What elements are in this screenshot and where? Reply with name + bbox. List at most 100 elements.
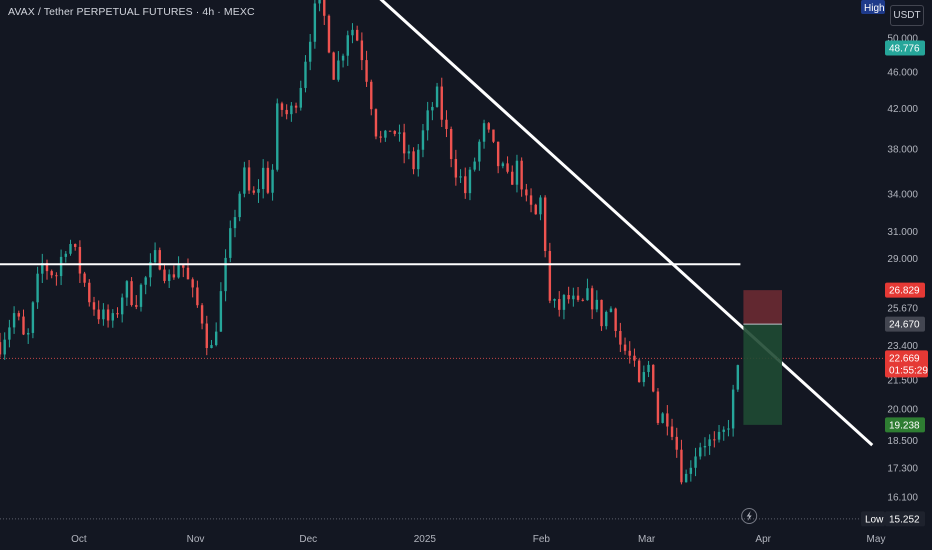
candle-body — [116, 313, 119, 315]
candle-body — [628, 350, 631, 356]
candle-body — [614, 308, 617, 331]
candle-body — [196, 287, 199, 306]
target-price-badge: 19.238 — [885, 417, 925, 433]
candle-body — [238, 193, 241, 218]
candle-body — [3, 339, 6, 355]
candle-body — [106, 309, 110, 321]
candle-body — [50, 271, 53, 276]
time-tick-label: Feb — [533, 534, 551, 545]
price-axis[interactable]: 50.000 46.000 42.000 38.000 34.000 31.000 29.0… — [887, 34, 918, 504]
candle-body — [186, 267, 190, 280]
target-price-badge-value: 19.238 — [889, 420, 920, 431]
candle-body — [605, 311, 608, 327]
candle-body — [548, 251, 552, 301]
candle-body — [45, 263, 49, 272]
time-tick-label: Apr — [755, 534, 771, 545]
price-tick-label: 20.000 — [887, 405, 918, 416]
candle-body — [8, 327, 11, 340]
candle-body — [139, 284, 143, 307]
stop-price-badge: 26.829 — [885, 282, 925, 298]
price-tick-label: 46.000 — [887, 67, 918, 78]
candle-body — [130, 281, 133, 306]
time-tick-label: 2025 — [414, 534, 437, 545]
candle-body — [699, 447, 702, 457]
candle-body — [398, 132, 401, 134]
candle-body — [0, 342, 2, 355]
candle-body — [205, 323, 208, 349]
candle-body — [327, 15, 331, 53]
candle-body — [257, 189, 260, 193]
candle-body — [529, 195, 533, 205]
candle-body — [59, 256, 63, 277]
lightning-icon[interactable] — [741, 508, 758, 524]
symbol-title[interactable]: AVAX / Tether PERPETUAL FUTURES · 4h · M… — [8, 6, 255, 18]
low-marker: Low — [861, 511, 885, 527]
candle-body — [332, 52, 335, 80]
low-price-badge-bg — [885, 511, 925, 527]
price-tick-label: 21.500 — [887, 375, 918, 386]
unit-button[interactable]: USDT — [890, 5, 924, 26]
target-price-badge-bg — [885, 417, 925, 433]
high-price-badge: 48.776 — [885, 40, 925, 56]
candle-body — [407, 151, 411, 154]
candle-body — [102, 309, 105, 320]
candle-body — [478, 141, 481, 162]
low-label-bg — [861, 511, 885, 527]
candle-body — [111, 313, 114, 321]
candle-body — [266, 167, 270, 193]
price-tick-label: 31.000 — [887, 227, 918, 238]
candle-body — [243, 167, 246, 194]
stop-loss-zone — [743, 290, 783, 325]
candle-body — [543, 197, 547, 252]
high-price-badge-bg — [885, 40, 925, 56]
candle-body — [623, 344, 627, 351]
candle-body — [200, 305, 204, 324]
candle-body — [440, 86, 443, 120]
candle-countdown: 01:55:29 — [889, 365, 928, 376]
candle-body — [374, 109, 378, 137]
candle-body — [412, 151, 415, 170]
candle-body — [520, 160, 523, 190]
candle-body — [666, 413, 669, 427]
candle-body — [661, 413, 664, 423]
candle-body — [600, 299, 603, 327]
candle-body — [642, 372, 646, 383]
candle-body — [647, 364, 650, 373]
candle-body — [355, 29, 359, 41]
candle-body — [736, 365, 740, 390]
candle-body — [64, 253, 67, 257]
candle-body — [83, 273, 86, 283]
stop-price-badge-value: 26.829 — [889, 286, 920, 297]
candle-body — [214, 331, 218, 346]
take-profit-zone — [743, 324, 783, 425]
last-price-value: 22.669 — [889, 353, 920, 364]
candle-body — [313, 3, 317, 42]
candle-body — [125, 281, 129, 298]
price-tick-label: 50.000 — [887, 34, 918, 45]
candle-body — [581, 299, 584, 301]
candle-body — [341, 55, 345, 61]
candle-body — [473, 161, 476, 170]
candle-body — [135, 305, 138, 307]
stop-price-badge-bg — [885, 282, 925, 298]
candle-body — [182, 265, 185, 268]
candles-layer — [0, 0, 740, 485]
candle-body — [553, 299, 556, 301]
time-tick-label: Nov — [187, 534, 205, 545]
candle-body — [417, 149, 420, 170]
candle-body — [609, 308, 613, 312]
candle-body — [97, 309, 100, 320]
candle-body — [717, 431, 721, 440]
time-tick-label: Dec — [299, 534, 317, 545]
high-label-bg — [861, 0, 885, 14]
candle-body — [637, 360, 641, 383]
high-marker: High — [861, 0, 885, 14]
candle-body — [360, 40, 364, 61]
candle-body — [172, 274, 176, 278]
candle-body — [656, 391, 660, 423]
time-axis[interactable]: Oct Nov Dec 2025 Feb Mar Apr May — [71, 534, 885, 545]
candle-body — [346, 35, 349, 56]
entry-price-badge-bg — [885, 316, 925, 332]
